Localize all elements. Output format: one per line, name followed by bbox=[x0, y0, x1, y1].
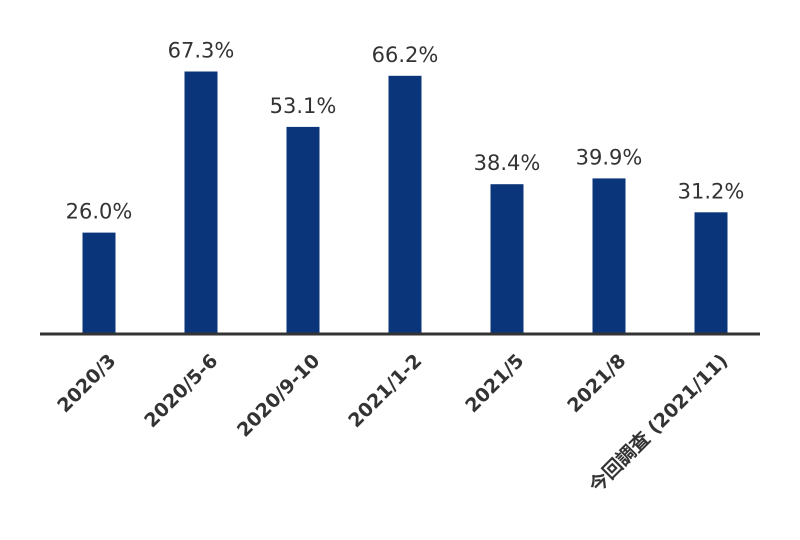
bar bbox=[82, 232, 116, 334]
value-label: 67.3% bbox=[168, 39, 235, 63]
category-label: 2021/5 bbox=[461, 350, 528, 417]
bar bbox=[490, 184, 524, 334]
value-label: 38.4% bbox=[474, 151, 541, 175]
category-label: 2020/3 bbox=[53, 350, 120, 417]
bars-layer bbox=[82, 71, 728, 335]
category-label: 2021/1-2 bbox=[344, 350, 426, 432]
value-label: 66.2% bbox=[372, 43, 439, 67]
bar bbox=[694, 212, 728, 334]
category-label: 2021/8 bbox=[563, 350, 630, 417]
category-label: 2020/9-10 bbox=[233, 350, 324, 441]
bar bbox=[388, 75, 422, 335]
value-label: 39.9% bbox=[576, 145, 643, 169]
value-label: 31.2% bbox=[678, 179, 745, 203]
bar bbox=[286, 126, 320, 335]
value-labels-layer: 26.0% 67.3% 53.1% 66.2% 38.4% 39.9% 31.2% bbox=[66, 39, 745, 224]
bar bbox=[592, 178, 626, 334]
category-label: 2020/5-6 bbox=[140, 350, 222, 432]
category-labels-layer: 2020/3 2020/5-6 2020/9-10 2021/1-2 2021/5 202… bbox=[53, 349, 732, 498]
bar bbox=[184, 71, 218, 334]
value-label: 26.0% bbox=[66, 200, 133, 224]
value-label: 53.1% bbox=[270, 94, 337, 118]
